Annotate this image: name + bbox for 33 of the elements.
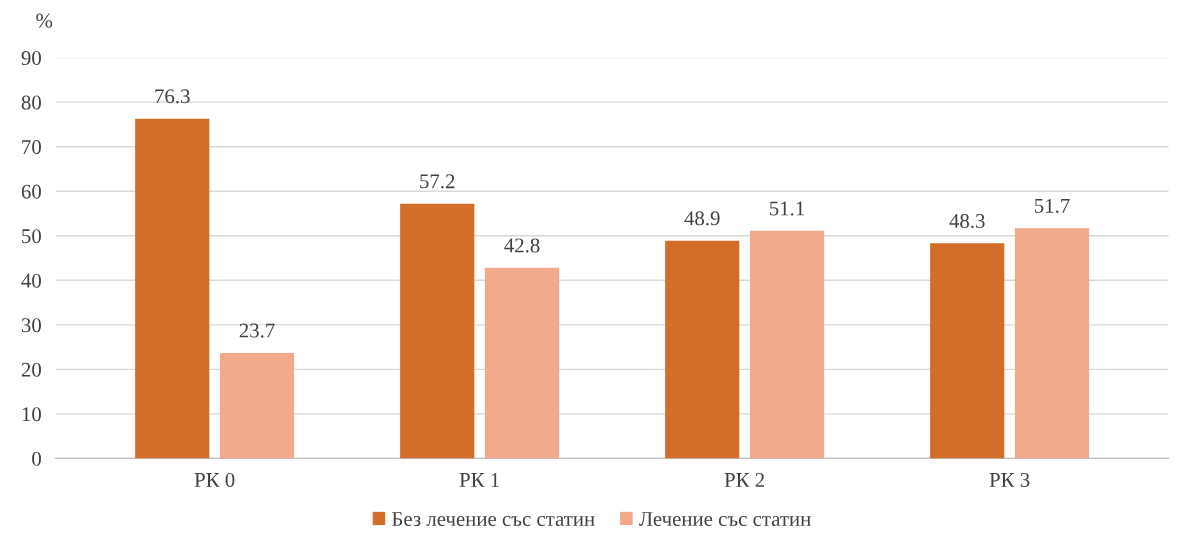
y-tick-label: 50 — [22, 229, 41, 244]
data-label: 48.9 — [684, 211, 720, 226]
data-label: 51.1 — [770, 201, 804, 216]
bar — [484, 267, 560, 459]
y-tick-label: 70 — [22, 140, 41, 155]
legend-label: Без лечение със статин — [392, 512, 595, 527]
data-label: 57.2 — [420, 174, 455, 189]
x-tick-label: РК 2 — [724, 472, 765, 487]
bar — [135, 118, 210, 459]
y-tick-label: 20 — [21, 362, 41, 377]
y-tick-label: 60 — [21, 184, 41, 199]
bar — [665, 240, 740, 459]
y-tick-label: 30 — [21, 318, 41, 333]
data-label: 76.3 — [155, 89, 190, 104]
y-tick-label: 10 — [22, 407, 41, 422]
data-label: 42.8 — [504, 238, 540, 253]
data-label: 23.7 — [239, 323, 275, 338]
data-label: 48.3 — [949, 213, 985, 229]
bar — [930, 243, 1005, 459]
data-label: 51.7 — [1034, 198, 1070, 213]
bar — [219, 352, 295, 459]
x-tick-label: РК 3 — [989, 472, 1030, 487]
x-tick-label: РК 1 — [459, 473, 499, 487]
y-tick-label: 80 — [21, 95, 41, 110]
bar — [400, 203, 475, 459]
y-axis-title: % — [36, 13, 53, 28]
bar — [749, 230, 825, 459]
legend-label: Лечение със статин — [639, 512, 811, 527]
y-tick-label: 90 — [21, 51, 41, 66]
y-tick-label: 0 — [32, 451, 41, 466]
y-tick-label: 40 — [21, 273, 41, 288]
bar — [1014, 228, 1090, 459]
x-tick-label: РК 0 — [194, 472, 235, 487]
